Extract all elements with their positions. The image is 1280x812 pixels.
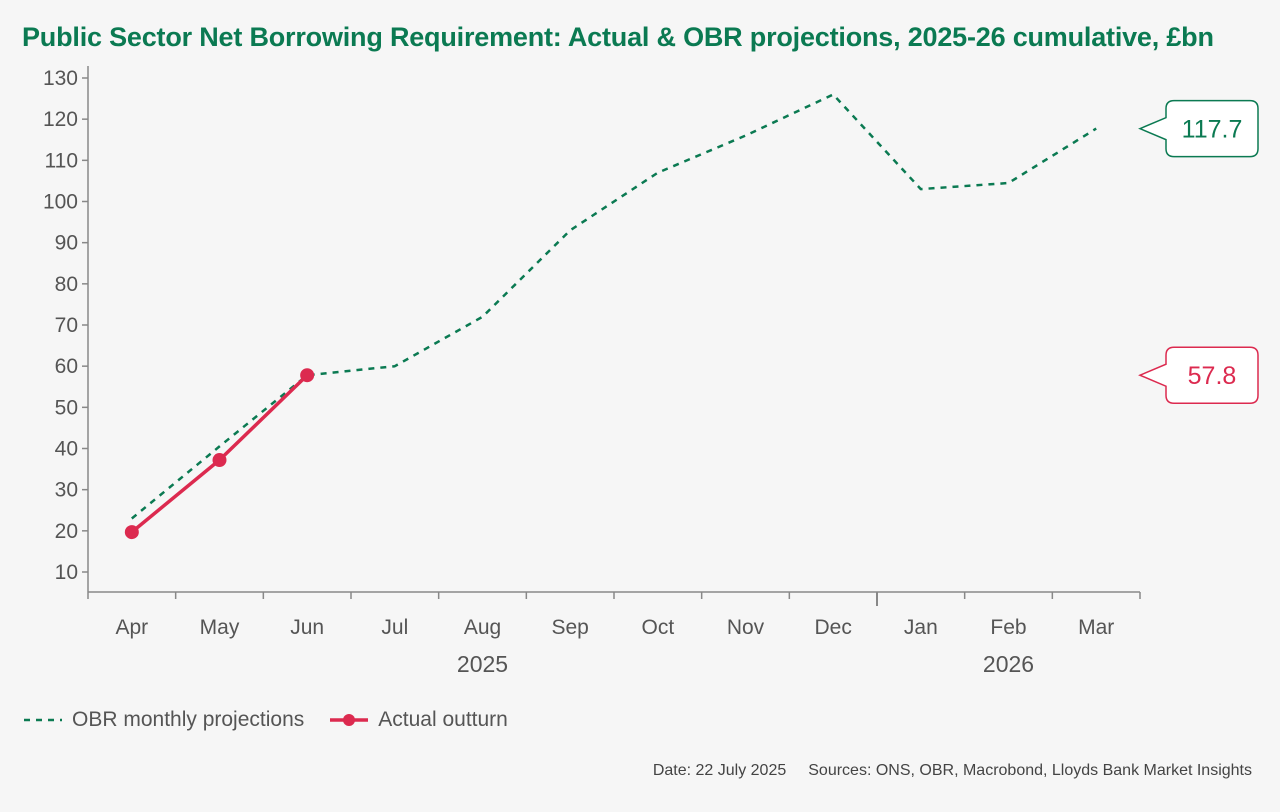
series-line-obr-projection (131, 93, 1097, 520)
legend-item-obr: OBR monthly projections (22, 708, 304, 732)
line-chart: 10 20 30 40 50 60 70 80 90 100 110 120 130 Apr May Jun J… (43, 66, 1259, 677)
footer-date: Date: 22 July 2025 (652, 762, 787, 779)
y-tick-label: 40 (55, 438, 78, 461)
legend-item-actual: Actual outturn (328, 708, 508, 732)
x-tick-label: Jan (904, 616, 938, 639)
x-tick-label: Dec (814, 616, 851, 639)
y-tick-label: 10 (55, 561, 78, 584)
callout-layer: 117.7 57.8 (1138, 99, 1259, 404)
y-tick-label: 100 (43, 191, 78, 214)
x-tick-label: Jun (290, 616, 324, 639)
y-tick-label: 130 (43, 67, 78, 90)
footer: Date: 22 July 2025 Sources: ONS, OBR, Mac… (653, 762, 1252, 780)
data-point-actual (124, 525, 139, 540)
series-layer (124, 93, 1097, 540)
data-point-actual (300, 368, 315, 383)
legend: OBR monthly projections Actual outturn (22, 708, 522, 732)
legend-swatch-dashed-icon (24, 718, 62, 722)
data-point-actual (212, 453, 227, 468)
y-tick-label: 120 (43, 108, 78, 131)
x-tick-label: Oct (641, 616, 674, 639)
callout-box (1138, 346, 1259, 404)
footer-sources: Sources: ONS, OBR, Macrobond, Lloyds Ban… (808, 762, 1252, 779)
x-tick-label: Nov (727, 616, 765, 639)
y-tick-label: 90 (55, 232, 78, 255)
y-tick-label: 80 (55, 273, 78, 296)
x-tick-label: Apr (115, 616, 148, 639)
x-tick-label: Jul (381, 616, 408, 639)
x-year-label: 2026 (983, 651, 1034, 677)
axes: 10 20 30 40 50 60 70 80 90 100 110 120 130 Apr May Jun J… (43, 66, 1141, 677)
y-tick-label: 50 (55, 396, 78, 419)
y-tick-label: 20 (55, 520, 78, 543)
x-tick-label: May (200, 616, 240, 639)
callout-box (1138, 99, 1259, 158)
x-year-label: 2025 (457, 651, 508, 677)
chart-title: Public Sector Net Borrowing Requirement:… (22, 22, 1214, 52)
x-tick-label: Sep (551, 616, 588, 639)
y-tick-label: 60 (55, 355, 78, 378)
y-tick-label: 70 (55, 314, 78, 337)
legend-label-obr: OBR monthly projections (72, 708, 305, 731)
x-tick-label: Mar (1078, 616, 1114, 639)
legend-label-actual: Actual outturn (378, 708, 508, 731)
x-tick-label: Feb (990, 616, 1026, 639)
y-tick-label: 30 (55, 479, 78, 502)
y-tick-label: 110 (45, 149, 78, 172)
x-tick-label: Aug (464, 616, 501, 639)
callout-label: 117.7 (1182, 116, 1243, 144)
legend-swatch-marker-icon (330, 714, 369, 726)
callout-label: 57.8 (1188, 362, 1237, 390)
